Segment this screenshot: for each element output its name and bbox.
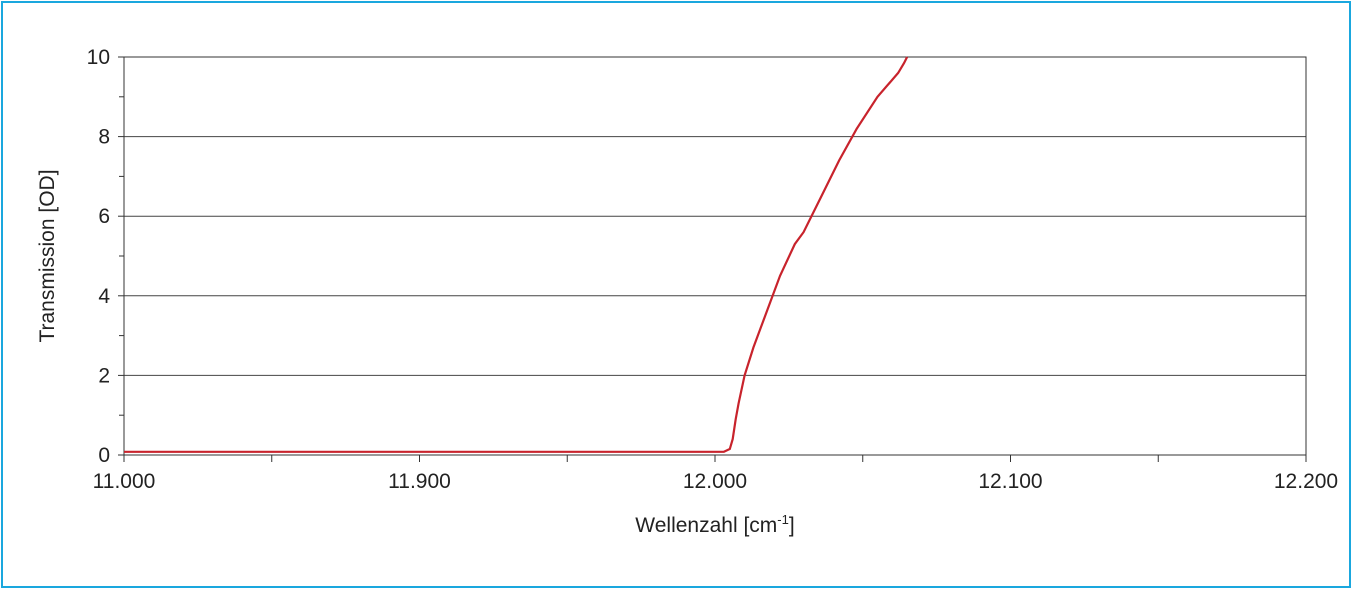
x-axis-title: Wellenzahl [cm-1] — [635, 512, 794, 537]
plot-area — [123, 56, 1307, 456]
y-tick-label: 6 — [98, 205, 110, 228]
y-tick-label: 2 — [98, 364, 110, 387]
y-tick-label: 8 — [98, 126, 110, 149]
y-tick-label: 4 — [98, 285, 110, 308]
y-tick-label: 10 — [87, 46, 110, 69]
x-tick-label: 12.100 — [978, 470, 1042, 493]
x-tick-label: 12.200 — [1274, 470, 1338, 493]
y-axis-title: Transmission [OD] — [36, 169, 59, 342]
x-tick-label: 11.900 — [388, 470, 451, 493]
y-tick-label: 0 — [98, 444, 110, 467]
x-tick-label: 12.000 — [683, 470, 747, 493]
transmission-line — [124, 56, 909, 453]
axis-ticks — [118, 56, 1307, 462]
gridlines — [124, 136, 1306, 376]
x-tick-label: 11.000 — [93, 470, 156, 493]
tick-labels: 0 2 4 6 8 10 11.000 11.900 12.000 12.100 12.200 — [87, 46, 1338, 493]
